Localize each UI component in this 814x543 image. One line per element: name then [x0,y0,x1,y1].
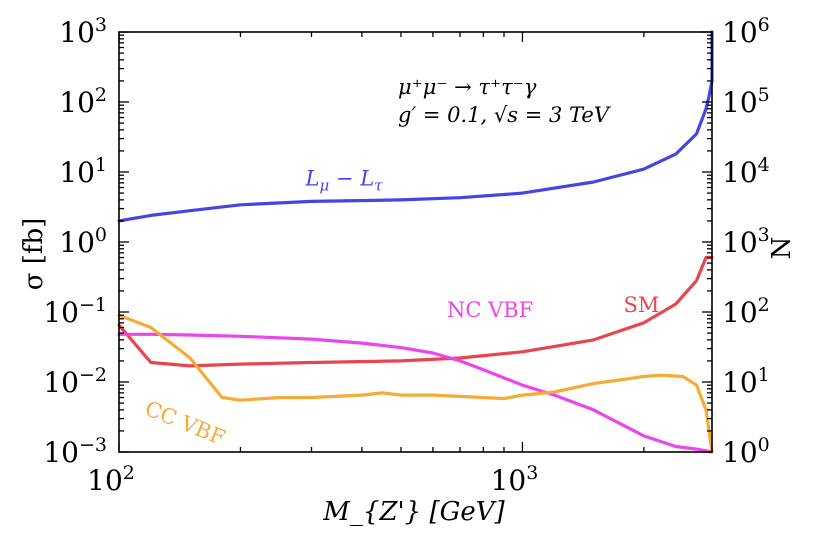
y-tick-label: 102 [59,84,107,119]
y2-tick-label: 101 [722,364,770,399]
y-tick-label: 101 [59,154,107,189]
series-line-nc-vbf [117,332,714,454]
y-tick-label: 10−2 [43,364,107,399]
x-tick-label: 102 [87,462,135,497]
y-tick-label: 103 [59,14,107,49]
y2-tick-label: 100 [722,434,770,469]
y-axis-label: σ [fb] [19,218,49,291]
y-tick-label: 100 [59,224,107,259]
annotation-params: g′ = 0.1, √s = 3 TeV [398,103,611,127]
y2-axis-label: N [767,237,797,260]
series-label: SM [623,293,659,317]
y2-tick-label: 106 [722,14,770,49]
labels-layer: Lμ − Lτ SM NC VBF CC VBF [142,167,660,450]
y2-tick-label: 105 [722,84,770,119]
x-tick-label: 103 [491,462,539,497]
plot-frame [118,31,713,453]
series-line-cc-vbf [117,313,714,454]
y2-tick-label: 104 [722,154,770,189]
series-label: CC VBF [142,396,229,450]
series-label: NC VBF [447,298,533,322]
series-line-sm [117,255,714,368]
y-tick-label: 10−3 [43,434,107,469]
y-tick-label: 10−1 [43,294,107,329]
x-axis-label: M_{Z'} [GeV] [322,497,505,527]
series-label: Lμ − Lτ [305,167,384,195]
y2-tick-label: 102 [722,294,770,329]
y2-tick-label: 103 [722,224,770,259]
annotation-process: μ⁺μ⁻ → τ⁺τ⁻γ [398,75,537,99]
